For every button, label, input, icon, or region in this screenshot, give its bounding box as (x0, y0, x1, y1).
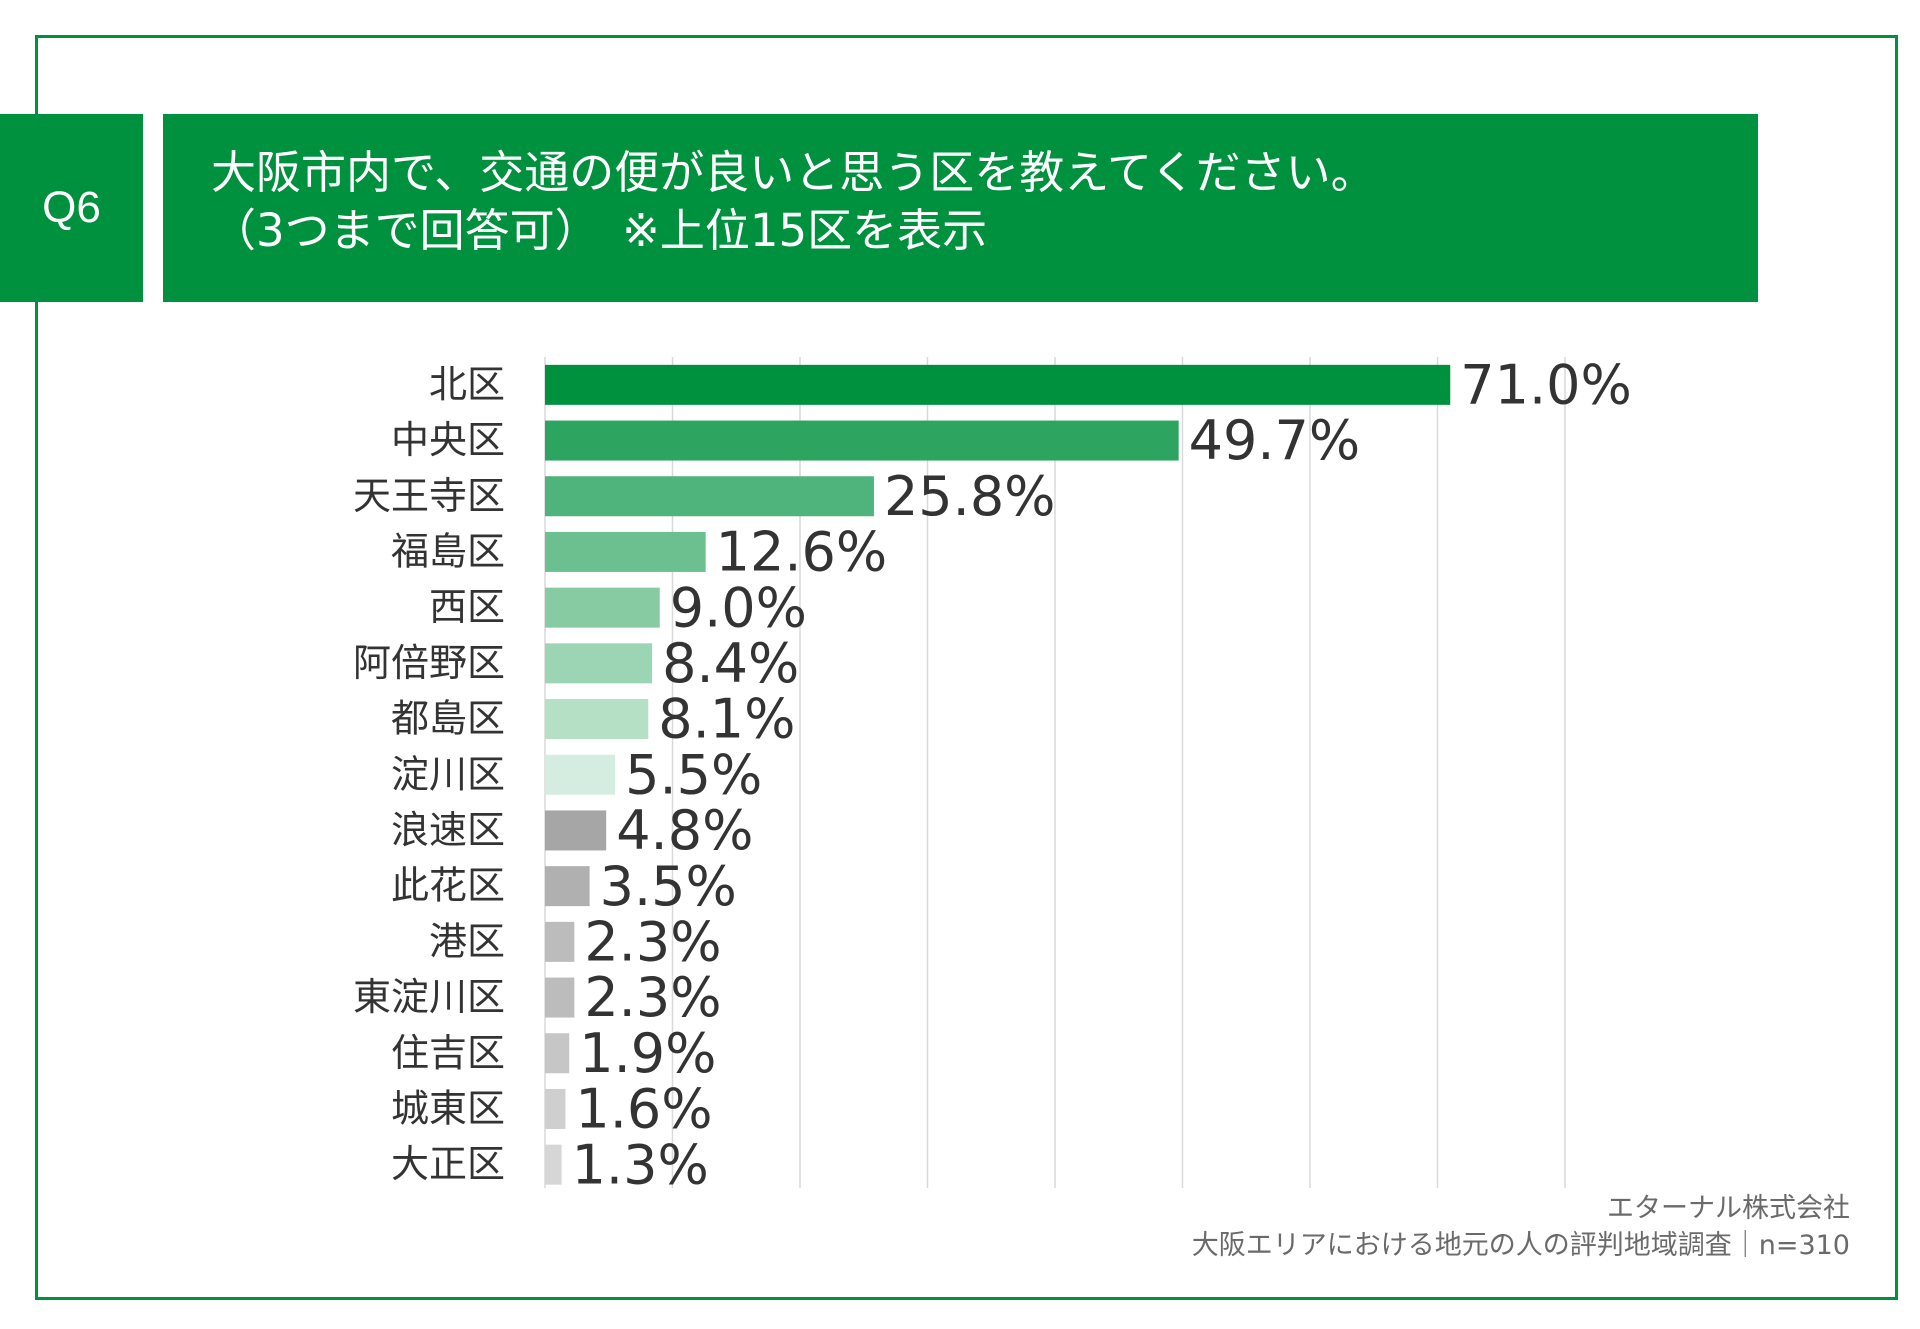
category-label-2: 中央区 (391, 418, 505, 462)
bar-11 (545, 921, 575, 962)
bar-2 (545, 420, 1179, 461)
bars (545, 364, 1451, 1185)
value-label-2: 49.7% (1189, 409, 1361, 472)
frame-border (35, 35, 1898, 1300)
title-line-2: （3つまで回答可） ※上位15区を表示 (211, 204, 988, 257)
value-label-3: 25.8% (884, 465, 1056, 528)
bar-12 (545, 977, 575, 1018)
value-label-13: 1.9% (579, 1022, 716, 1085)
question-badge: Q6 (0, 114, 143, 302)
category-labels: 北区中央区天王寺区福島区西区阿倍野区都島区淀川区浪速区此花区港区東淀川区住吉区城… (353, 362, 505, 1186)
value-label-1: 71.0% (1460, 353, 1632, 416)
value-label-11: 2.3% (584, 910, 721, 973)
category-label-8: 淀川区 (391, 752, 505, 796)
value-label-5: 9.0% (670, 576, 807, 639)
value-label-4: 12.6% (716, 521, 888, 584)
bar-15 (545, 1144, 562, 1185)
bar-8 (545, 754, 616, 795)
bar-3 (545, 476, 874, 517)
title-banner: 大阪市内で、交通の便が良いと思う区を教えてください。 （3つまで回答可） ※上位… (163, 114, 1758, 302)
category-label-3: 天王寺区 (353, 474, 505, 518)
bar-14 (545, 1088, 566, 1129)
value-label-10: 3.5% (600, 855, 737, 918)
category-label-15: 大正区 (391, 1142, 505, 1186)
value-label-7: 8.1% (658, 688, 795, 751)
bar-4 (545, 531, 706, 572)
bar-5 (545, 587, 660, 628)
category-label-12: 東淀川区 (353, 975, 505, 1019)
category-label-7: 都島区 (391, 697, 505, 741)
bar-6 (545, 643, 653, 684)
category-label-9: 浪速区 (391, 808, 505, 852)
category-label-4: 福島区 (391, 529, 505, 573)
value-label-6: 8.4% (662, 632, 799, 695)
category-label-14: 城東区 (391, 1086, 505, 1130)
bar-10 (545, 866, 590, 907)
category-label-5: 西区 (429, 585, 505, 629)
category-label-1: 北区 (429, 362, 505, 406)
value-label-15: 1.3% (572, 1133, 709, 1196)
bar-1 (545, 364, 1451, 405)
value-label-12: 2.3% (584, 966, 721, 1029)
value-label-9: 4.8% (616, 799, 753, 862)
source-company: エターナル株式会社 (1607, 1193, 1850, 1224)
category-label-10: 此花区 (391, 864, 505, 908)
value-label-8: 5.5% (625, 743, 762, 806)
title-line-1: 大阪市内で、交通の便が良いと思う区を教えてください。 (211, 146, 1376, 199)
category-label-6: 阿倍野区 (353, 641, 505, 685)
bar-13 (545, 1033, 570, 1074)
source-survey: 大阪エリアにおける地元の人の評判地域調査｜n=310 (1191, 1230, 1850, 1261)
value-labels: 71.0% 49.7% 25.8%12.6%9.0%8.4%8.1%5.5%4.8%… (572, 353, 1632, 1196)
category-label-11: 港区 (429, 919, 505, 963)
bar-7 (545, 699, 649, 740)
category-label-13: 住吉区 (391, 1031, 505, 1075)
bar-9 (545, 810, 607, 851)
source-note: エターナル株式会社 大阪エリアにおける地元の人の評判地域調査｜n=310 (1192, 1190, 1850, 1264)
value-label-14: 1.6% (575, 1078, 712, 1141)
